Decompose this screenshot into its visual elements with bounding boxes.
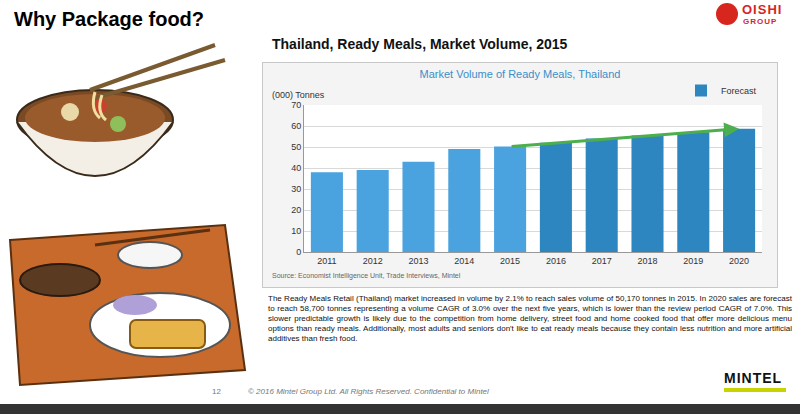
svg-text:(000) Tonnes: (000) Tonnes xyxy=(272,90,325,100)
svg-text:2019: 2019 xyxy=(683,256,703,266)
svg-text:40: 40 xyxy=(291,163,301,173)
svg-text:2018: 2018 xyxy=(637,256,657,266)
svg-text:60: 60 xyxy=(291,121,301,131)
svg-text:2014: 2014 xyxy=(454,256,474,266)
svg-text:2017: 2017 xyxy=(592,256,612,266)
html-text:© 2016 Mintel Group Ltd. All R: © 2016 Mintel Group Ltd. All Rights Rese… xyxy=(248,387,489,396)
svg-text:50: 50 xyxy=(291,142,301,152)
svg-text:2011: 2011 xyxy=(317,256,336,266)
html-text:GROUP: GROUP xyxy=(743,17,778,26)
svg-text:2015: 2015 xyxy=(500,256,520,266)
html-text:12: 12 xyxy=(212,387,221,396)
svg-text:70: 70 xyxy=(291,100,301,110)
svg-text:2012: 2012 xyxy=(363,256,383,266)
svg-text:20: 20 xyxy=(291,205,301,215)
svg-text:2013: 2013 xyxy=(408,256,428,266)
html-text:Why Package food?: Why Package food? xyxy=(14,8,204,30)
svg-text:30: 30 xyxy=(291,184,301,194)
svg-text:Market Volume of Ready Meals,: Market Volume of Ready Meals, Thailand xyxy=(420,68,621,80)
html-text:The Ready Meals Retail (Thaila: The Ready Meals Retail (Thailand) market… xyxy=(268,294,792,343)
svg-text:0: 0 xyxy=(296,247,301,257)
html-text:MINTEL: MINTEL xyxy=(724,370,783,386)
svg-text:10: 10 xyxy=(291,226,301,236)
html-text:Thailand, Ready Meals, Market: Thailand, Ready Meals, Market Volume, 20… xyxy=(272,36,568,52)
svg-text:2016: 2016 xyxy=(546,256,566,266)
html-text:OISHI: OISHI xyxy=(742,2,783,17)
svg-text:Source: Economist Intelligence: Source: Economist Intelligence Unit, Tra… xyxy=(272,272,461,280)
svg-text:2020: 2020 xyxy=(729,256,749,266)
svg-text:Forecast: Forecast xyxy=(721,86,757,96)
